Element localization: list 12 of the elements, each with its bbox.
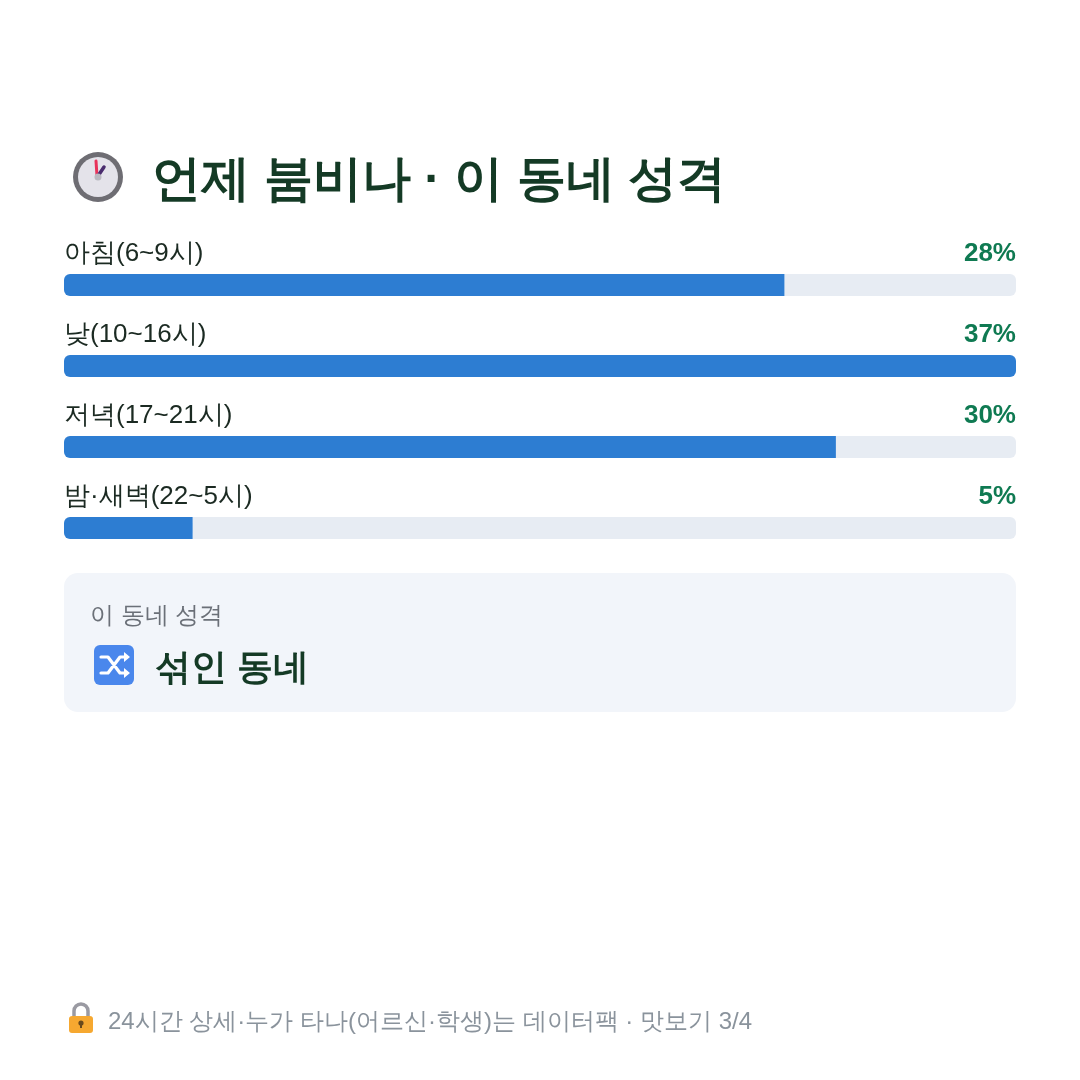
category: 아침(6~9시) <box>64 237 204 267</box>
title: 언제 붐비나 · 이 동네 성격 <box>152 151 727 205</box>
value-label: 37% <box>963 318 1016 348</box>
annotation: 섞인 동네 <box>155 646 309 687</box>
category: 밤·새벽(22~5시) <box>64 480 253 510</box>
value-label: 30% <box>963 399 1016 429</box>
value-label: 5% <box>978 480 1016 510</box>
category: 저녁(17~21시) <box>64 399 233 429</box>
category: 낮(10~16시) <box>64 318 207 348</box>
annotation: 24시간 상세·누가 타나(어르신·학생)는 데이터팩 · 맛보기 3/4 <box>108 1007 753 1034</box>
value-label: 28% <box>963 237 1016 267</box>
annotation: 이 동네 성격 <box>90 601 224 628</box>
